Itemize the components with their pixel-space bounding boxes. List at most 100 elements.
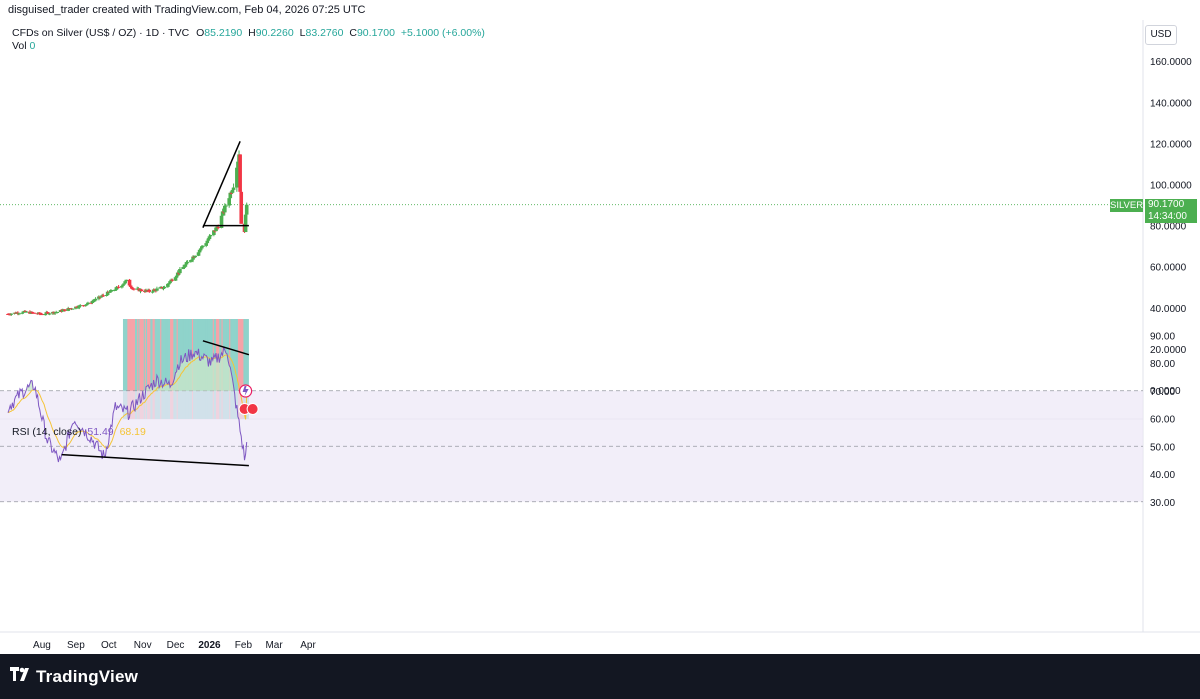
candle-body [8, 314, 12, 316]
currency-button[interactable]: USD [1145, 25, 1177, 45]
candle-body [55, 311, 60, 313]
volume-bar [154, 319, 160, 419]
volume-bar [147, 319, 152, 419]
candle-body [235, 167, 239, 188]
candle-body [223, 205, 227, 213]
candle-body [244, 204, 249, 215]
symbol-label[interactable]: CFDs on Silver (US$ / OZ) · 1D · TVC [12, 27, 190, 39]
candle-body [193, 255, 198, 258]
candle-body [238, 154, 242, 192]
candle-body [181, 267, 185, 270]
candle-body [196, 252, 201, 256]
candle-body [170, 279, 175, 281]
candle-body [74, 306, 78, 309]
us-flag-event-icon[interactable] [246, 403, 259, 415]
candle-body [32, 312, 37, 314]
candle-body [190, 259, 194, 261]
candle-body [183, 264, 188, 267]
price-countdown-tag: 90.1700 14:34:00 [1145, 199, 1197, 223]
candle-body [123, 281, 127, 284]
volume-bar [162, 319, 167, 419]
tradingview-brand[interactable]: TradingView [36, 667, 139, 686]
price-trendline[interactable] [202, 141, 241, 228]
ohlc-legend: CFDs on Silver (US$ / OZ) · 1D · TVC O85… [12, 27, 485, 39]
time-tick-label: Aug [33, 640, 51, 651]
candle-body [208, 235, 213, 237]
candle-body [21, 311, 26, 313]
trendlines[interactable] [61, 141, 250, 467]
price-tick-label: 0.0000 [1150, 386, 1181, 397]
candles [6, 150, 249, 316]
axes: 0.0000 20.0000 40.0000 60.0000 80.0000 100.00… [33, 57, 1192, 651]
low-value: 83.2760 [305, 27, 344, 39]
candle-body [155, 288, 159, 291]
candle-body [174, 275, 179, 278]
candle-body [30, 311, 34, 313]
candle-body [40, 314, 44, 316]
candle-body [120, 285, 124, 288]
candle-body [20, 312, 25, 314]
last-price-value: 90.1700 [1148, 199, 1185, 210]
candle-body [178, 269, 182, 274]
candle-body [24, 311, 29, 313]
bar-countdown: 14:34:00 [1148, 211, 1187, 222]
event-icons[interactable] [238, 384, 259, 415]
candle-body [70, 308, 75, 310]
candle-body [116, 286, 121, 288]
candle-body [105, 291, 110, 296]
candle-body [201, 245, 205, 247]
candle-body [66, 308, 71, 311]
candle-body [205, 240, 210, 244]
vol-value: 0 [29, 40, 36, 52]
candle-body [236, 161, 240, 168]
candle-body [16, 312, 20, 314]
candle-body [229, 192, 234, 194]
rsi-lines [7, 346, 248, 463]
rsi-trendline[interactable] [61, 453, 249, 467]
rsi-tick-label: 70.00 [1150, 387, 1175, 398]
close-label: C [349, 27, 357, 39]
candle-body [161, 288, 166, 290]
candle-body [214, 227, 218, 232]
price-tick-label: 80.0000 [1150, 222, 1187, 233]
candle-body [60, 310, 65, 312]
candle-body [113, 289, 118, 291]
candle-body [200, 246, 204, 249]
candle-body [63, 309, 67, 311]
candle-body [175, 272, 180, 276]
volume-bar [124, 319, 129, 419]
symbol-tag: SILVER [1110, 199, 1144, 212]
candle-body [151, 289, 156, 292]
caption-text: disguised_trader created with TradingVie… [8, 4, 366, 16]
candle-body [93, 298, 98, 301]
candle-body [92, 300, 97, 302]
rsi-tick-label: 90.00 [1150, 331, 1175, 342]
rsi-legend: RSI (14, close) 51.49 68.19 [12, 426, 146, 438]
tradingview-logo-icon[interactable] [10, 667, 32, 683]
candle-body [77, 305, 81, 308]
price-chart[interactable]: 0.0000 20.0000 40.0000 60.0000 80.0000 100.00… [0, 20, 1200, 654]
candle-body [228, 192, 233, 199]
candle-body [101, 295, 106, 297]
candle-body [162, 286, 167, 289]
rsi-band [0, 390, 1143, 503]
volume-bar [139, 319, 144, 419]
candle-body [114, 287, 119, 290]
candle-body [89, 302, 94, 304]
price-tick-label: 40.0000 [1150, 304, 1187, 315]
volume-bar [170, 319, 175, 419]
candle-body [97, 296, 101, 299]
candle-body [85, 304, 89, 306]
rsi-value: 51.49 [87, 426, 114, 438]
candle-body [150, 291, 155, 293]
candle-body [128, 285, 133, 287]
candle-body [173, 277, 178, 281]
candle-body [167, 283, 171, 285]
candle-body [230, 189, 235, 193]
rsi-trendline[interactable] [202, 340, 250, 356]
candle-body [224, 205, 228, 207]
candle-body [90, 301, 95, 303]
candle-body [139, 289, 144, 292]
open-label: O [196, 27, 205, 39]
rsi-label[interactable]: RSI (14, close) [12, 426, 82, 438]
